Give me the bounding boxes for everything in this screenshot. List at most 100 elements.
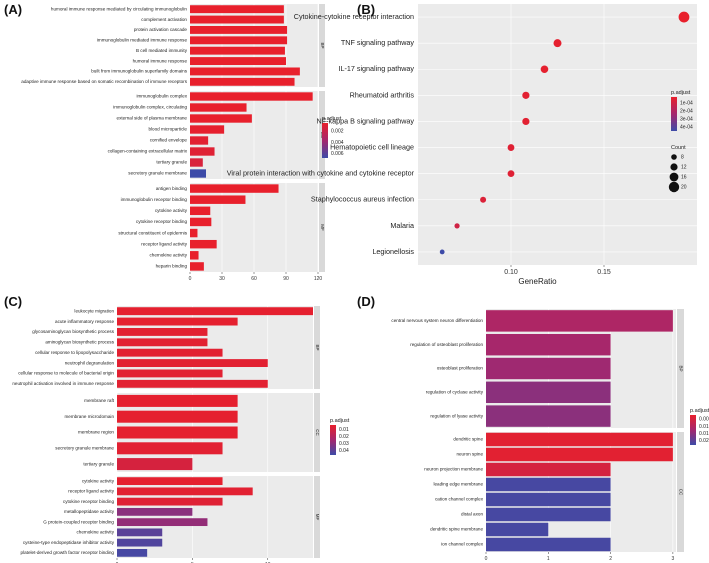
- bar-label: cytokine activity: [82, 478, 115, 483]
- bar-label: secretory granule membrane: [128, 171, 187, 176]
- point-label: Viral protein interaction with cytokine …: [227, 169, 415, 178]
- bar-immunoglobulin-complex: [190, 92, 313, 101]
- facet-strip-label: BP: [315, 344, 320, 350]
- facet-strip: [319, 183, 325, 272]
- bar-metallopeptidase-activity: [117, 507, 193, 516]
- point-hematopoietic-cell-lineage: [507, 144, 515, 151]
- size-legend-dot: [671, 154, 677, 160]
- legend-tick: 0.005: [699, 417, 709, 423]
- bar-collagen-containing-extracellular-matrix: [190, 147, 215, 156]
- bar-label: cytokine receptor binding: [136, 219, 188, 224]
- bar-label: cation channel complex: [435, 497, 484, 502]
- bar-label: aminoglycan biosynthetic process: [45, 340, 114, 345]
- bar-label: leukocyte migration: [74, 308, 114, 313]
- legend-tick: 0.015: [699, 431, 709, 437]
- legend-tick: 0.03: [339, 441, 349, 447]
- bar-tertiary-granule: [117, 458, 193, 471]
- bar-label: regulation of cyclase activity: [426, 390, 484, 395]
- bar-b-cell-mediated-immunity: [190, 46, 285, 55]
- chart-b: Cytokine-cytokine receptor interaction TN…: [227, 4, 697, 286]
- size-legend-label: 8: [681, 154, 684, 160]
- bar-neuron-projection-membrane: [486, 462, 611, 477]
- bar-central-nervous-system-neuron-differentiation: [486, 310, 673, 332]
- legend-tick: 3e-04: [680, 116, 693, 122]
- bar-immunoglobulin-mediated-immune-response: [190, 36, 288, 45]
- bar-label: humoral immune response: [133, 58, 188, 63]
- x-tick-label: 0: [189, 276, 192, 282]
- bar-label: complement activation: [141, 17, 187, 22]
- bar-label: immunoglobulin receptor binding: [121, 197, 188, 202]
- facet-strip: [314, 476, 320, 558]
- bar-secretory-granule-membrane: [117, 442, 223, 455]
- bar-leading-edge-membrane: [486, 477, 611, 492]
- legend-tick: 0.04: [339, 448, 349, 454]
- facet-strip-label: MF: [320, 224, 325, 231]
- bar-label: collagen-containing extracellular matrix: [108, 149, 188, 154]
- x-tick-label: 0.15: [597, 269, 611, 276]
- bar-label: membrane microdomain: [64, 414, 114, 419]
- bar-cellular-response-to-lipopolysaccharide: [117, 348, 223, 357]
- bar-label: G protein-coupled receptor binding: [43, 519, 114, 524]
- size-legend-title: Count: [671, 145, 686, 151]
- bar-label: osteoblast proliferation: [437, 366, 484, 371]
- bar-receptor-ligand-activity: [117, 487, 253, 496]
- panel-label-a: (A): [4, 2, 22, 17]
- facet-strip: [319, 4, 325, 87]
- plot-panel: [418, 4, 697, 265]
- bar-label: membrane region: [78, 430, 114, 435]
- point-label: Cytokine-cytokine receptor interaction: [294, 12, 414, 21]
- legend-title: p.adjust: [671, 90, 691, 96]
- bar-neutrophil-activation-involved-in-immune-response: [117, 379, 268, 388]
- facet-strip-label: BP: [678, 365, 683, 371]
- bar-secretory-granule-membrane: [190, 169, 206, 178]
- bar-ion-channel-complex: [486, 537, 611, 552]
- bar-chemokine-activity: [117, 528, 163, 537]
- bar-external-side-of-plasma-membrane: [190, 114, 252, 123]
- facet-strip-label: MF: [315, 514, 320, 521]
- bar-label: metallopeptidase activity: [64, 509, 115, 514]
- point-label: Malaria: [390, 221, 414, 230]
- bar-distal-axon: [486, 507, 611, 522]
- bar-structural-constituent-of-epidermis: [190, 228, 198, 238]
- bar-label: immunoglobulin mediated immune response: [97, 38, 188, 43]
- point-legionellosis: [439, 249, 445, 255]
- size-legend-label: 20: [681, 184, 687, 190]
- point-tnf-signaling-pathway: [553, 39, 562, 48]
- bar-label: antigen binding: [156, 186, 188, 191]
- point-il-17-signaling-pathway: [540, 65, 549, 74]
- bar-cytokine-receptor-binding: [190, 217, 212, 227]
- point-label: TNF signaling pathway: [341, 38, 415, 47]
- bar-label: chemokine activity: [76, 530, 114, 535]
- bar-label: glycosaminoglycan biosynthetic process: [32, 329, 114, 334]
- bar-label: acute inflammatory response: [55, 319, 114, 324]
- point-staphylococcus-aureus-infection: [480, 196, 487, 203]
- bar-osteoblast-proliferation: [486, 357, 611, 380]
- legend-tick: 0.020: [699, 438, 709, 444]
- bar-label: adaptive immune response based on somati…: [21, 79, 187, 84]
- bar-built-from-immunoglobulin-superfamily-domains: [190, 67, 300, 76]
- bar-label: humoral immune response mediated by circ…: [51, 6, 188, 11]
- bar-cytokine-receptor-binding: [117, 497, 223, 506]
- bar-label: neutrophil degranulation: [65, 360, 115, 365]
- bar-label: neuron projection membrane: [424, 467, 483, 472]
- legend-colorbar: [330, 425, 336, 455]
- bar-label: immunoglobulin complex: [136, 94, 187, 99]
- x-tick-label: 60: [251, 276, 257, 282]
- chart-a: BP humoral immune response mediated by ci…: [21, 4, 344, 282]
- legend-colorbar: [322, 123, 328, 158]
- bar-membrane-raft: [117, 394, 238, 407]
- point-label: Staphylococcus aureus infection: [311, 195, 414, 204]
- bar-label: neuron spine: [456, 452, 483, 457]
- facet-strip: [677, 432, 684, 552]
- facet-strip: [314, 393, 320, 472]
- bar-label: heparin binding: [156, 264, 188, 269]
- bar-label: distal axon: [461, 512, 483, 517]
- bar-aminoglycan-biosynthetic-process: [117, 338, 208, 347]
- bar-regulation-of-lyase-activity: [486, 405, 611, 427]
- bar-label: membrane raft: [84, 398, 115, 403]
- bar-label: receptor ligand activity: [68, 489, 114, 494]
- size-legend-dot: [668, 181, 680, 193]
- size-legend-label: 12: [681, 164, 687, 170]
- legend-title: p.adjust: [330, 418, 350, 424]
- bar-leukocyte-migration: [117, 307, 313, 316]
